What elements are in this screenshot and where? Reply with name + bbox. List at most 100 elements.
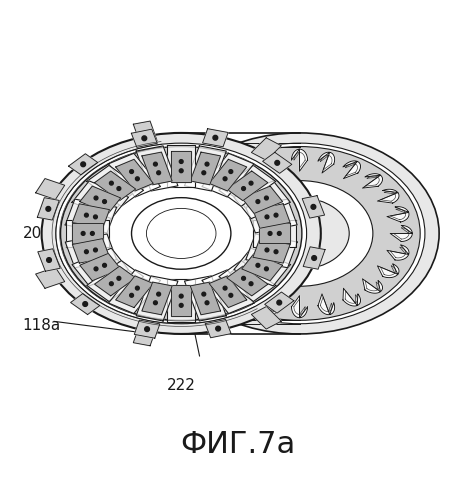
Polygon shape bbox=[242, 254, 283, 280]
Polygon shape bbox=[377, 189, 399, 203]
Polygon shape bbox=[136, 276, 178, 321]
Polygon shape bbox=[80, 186, 121, 214]
Polygon shape bbox=[343, 288, 360, 306]
Circle shape bbox=[117, 186, 121, 190]
Polygon shape bbox=[265, 292, 294, 313]
Circle shape bbox=[157, 171, 160, 174]
Polygon shape bbox=[253, 238, 290, 263]
Polygon shape bbox=[203, 128, 228, 147]
Polygon shape bbox=[67, 220, 109, 247]
Circle shape bbox=[142, 136, 147, 140]
Polygon shape bbox=[264, 294, 281, 314]
Circle shape bbox=[145, 327, 149, 332]
Ellipse shape bbox=[131, 198, 231, 269]
Ellipse shape bbox=[174, 143, 425, 324]
Polygon shape bbox=[242, 186, 283, 214]
Ellipse shape bbox=[226, 180, 373, 286]
Ellipse shape bbox=[41, 133, 321, 334]
Polygon shape bbox=[387, 245, 409, 260]
Polygon shape bbox=[291, 149, 307, 171]
Ellipse shape bbox=[160, 133, 439, 334]
Circle shape bbox=[46, 206, 50, 211]
Polygon shape bbox=[136, 146, 178, 191]
Circle shape bbox=[179, 294, 183, 298]
Polygon shape bbox=[246, 199, 297, 233]
Circle shape bbox=[202, 171, 206, 174]
Polygon shape bbox=[181, 146, 299, 320]
Ellipse shape bbox=[250, 198, 349, 269]
Circle shape bbox=[213, 136, 218, 140]
Polygon shape bbox=[209, 160, 247, 191]
Polygon shape bbox=[390, 226, 412, 242]
Circle shape bbox=[312, 256, 317, 260]
Polygon shape bbox=[171, 286, 191, 316]
Polygon shape bbox=[318, 152, 335, 173]
Ellipse shape bbox=[179, 146, 420, 320]
Polygon shape bbox=[87, 260, 144, 302]
Circle shape bbox=[85, 250, 89, 254]
Polygon shape bbox=[234, 181, 290, 218]
Polygon shape bbox=[72, 204, 109, 228]
Polygon shape bbox=[190, 152, 220, 184]
Polygon shape bbox=[190, 206, 212, 222]
Circle shape bbox=[85, 214, 89, 217]
Polygon shape bbox=[134, 320, 160, 338]
Circle shape bbox=[249, 182, 253, 185]
Circle shape bbox=[94, 196, 98, 200]
Polygon shape bbox=[343, 161, 360, 178]
Circle shape bbox=[94, 267, 98, 270]
Polygon shape bbox=[116, 276, 153, 308]
Polygon shape bbox=[109, 154, 160, 197]
Circle shape bbox=[216, 326, 220, 331]
Text: 118а: 118а bbox=[23, 318, 61, 333]
Text: ФИГ.7а: ФИГ.7а bbox=[180, 430, 296, 458]
Polygon shape bbox=[36, 178, 65, 200]
Polygon shape bbox=[190, 282, 220, 314]
Polygon shape bbox=[142, 152, 172, 184]
Polygon shape bbox=[246, 234, 297, 268]
Circle shape bbox=[205, 162, 209, 166]
Polygon shape bbox=[387, 206, 409, 222]
Circle shape bbox=[179, 169, 183, 172]
Circle shape bbox=[274, 250, 278, 254]
Polygon shape bbox=[65, 199, 117, 233]
Polygon shape bbox=[171, 151, 191, 182]
Text: 202: 202 bbox=[23, 226, 51, 241]
Polygon shape bbox=[219, 260, 276, 302]
Circle shape bbox=[117, 276, 121, 280]
Circle shape bbox=[157, 292, 160, 296]
Circle shape bbox=[109, 182, 113, 185]
Polygon shape bbox=[116, 160, 153, 191]
Polygon shape bbox=[253, 220, 296, 247]
Polygon shape bbox=[168, 145, 195, 188]
Polygon shape bbox=[72, 224, 103, 244]
Polygon shape bbox=[87, 166, 144, 206]
Polygon shape bbox=[65, 234, 117, 268]
Polygon shape bbox=[217, 279, 237, 293]
Polygon shape bbox=[219, 166, 276, 206]
Circle shape bbox=[278, 232, 281, 235]
Polygon shape bbox=[70, 294, 100, 314]
Circle shape bbox=[274, 214, 278, 217]
Text: 222: 222 bbox=[167, 378, 196, 393]
Circle shape bbox=[275, 160, 279, 165]
Polygon shape bbox=[302, 196, 325, 218]
Polygon shape bbox=[227, 266, 268, 296]
Polygon shape bbox=[190, 245, 212, 260]
Polygon shape bbox=[95, 266, 136, 296]
Circle shape bbox=[268, 232, 272, 235]
Circle shape bbox=[179, 160, 183, 164]
Polygon shape bbox=[217, 174, 237, 188]
Ellipse shape bbox=[147, 208, 216, 258]
Circle shape bbox=[205, 301, 209, 304]
Polygon shape bbox=[133, 121, 157, 144]
Polygon shape bbox=[377, 264, 399, 278]
Polygon shape bbox=[253, 204, 290, 228]
Circle shape bbox=[265, 215, 269, 219]
Polygon shape bbox=[131, 129, 157, 148]
Ellipse shape bbox=[60, 146, 302, 320]
Polygon shape bbox=[264, 152, 281, 173]
Circle shape bbox=[103, 200, 107, 203]
Polygon shape bbox=[227, 171, 268, 200]
Circle shape bbox=[265, 248, 269, 252]
